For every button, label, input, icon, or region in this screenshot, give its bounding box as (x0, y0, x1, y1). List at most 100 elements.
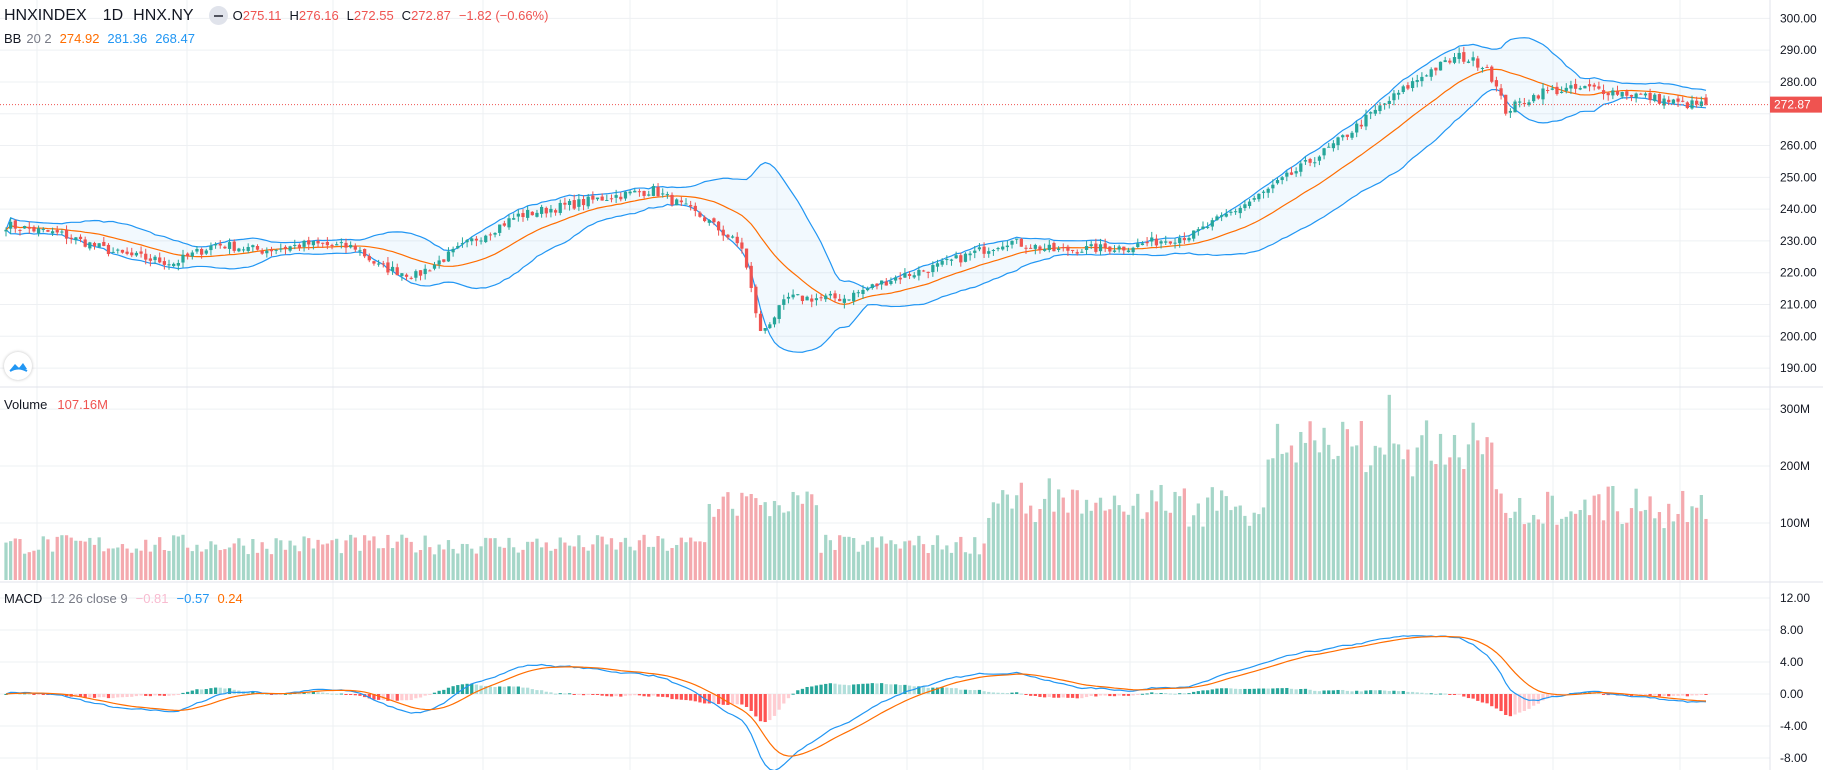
macd-hist-bar (1420, 692, 1424, 694)
volume-bar (1555, 524, 1559, 580)
candle-body (633, 190, 637, 193)
macd-hist-bar (581, 694, 586, 696)
macd-hist-bar (567, 693, 572, 695)
volume-bar (1266, 459, 1270, 580)
volume-bar (991, 502, 996, 580)
candle-body (418, 270, 423, 276)
candle-body (36, 228, 41, 234)
macd-hist-bar (204, 689, 208, 694)
volume-bar (856, 551, 860, 580)
candle-body (1299, 163, 1303, 172)
macd-histogram (4, 683, 1708, 723)
macd-hist-bar (1671, 694, 1676, 696)
volume-bar (1355, 445, 1359, 580)
candle-body (372, 261, 376, 264)
volume-bar (484, 537, 488, 580)
candle-body (1373, 109, 1377, 114)
macd-hist-bar (1396, 691, 1401, 694)
tradingview-cloud-icon[interactable] (4, 352, 32, 380)
candle-body (204, 250, 208, 254)
volume-bar (935, 535, 940, 580)
candle-body (670, 194, 674, 205)
candle-body (1471, 57, 1475, 61)
candle-body (400, 273, 404, 276)
symbol-name[interactable]: HNXINDEX (4, 6, 87, 24)
macd-hist-bar (302, 692, 306, 694)
macd-hist-bar (1355, 690, 1359, 694)
macd-hist-bar (1457, 694, 1461, 695)
candle-body (446, 251, 451, 262)
macd-hist-bar (661, 694, 665, 697)
candle-body (316, 240, 320, 244)
macd-hist-bar (912, 686, 916, 694)
macd-hist-bar (572, 694, 576, 695)
candle-body (1024, 247, 1028, 249)
volume-bar (69, 537, 73, 580)
bb-legend[interactable]: BB 20 2 274.92 281.36 268.47 (4, 31, 200, 46)
candle-body (437, 260, 441, 265)
macd-hist-bar (689, 694, 693, 701)
close-label: C (401, 8, 412, 23)
volume-bar (586, 550, 590, 580)
macd-hist-bar (982, 691, 986, 694)
volume-bar (418, 550, 423, 580)
candle-body (307, 240, 311, 245)
macd-legend[interactable]: MACD 12 26 close 9 −0.81 −0.57 0.24 (4, 591, 248, 606)
candle-body (889, 280, 893, 285)
candle-body (1546, 89, 1550, 91)
volume-bar (111, 548, 115, 580)
volume-bar (572, 546, 576, 580)
volume-bar (1005, 494, 1009, 580)
volume-bar (1657, 512, 1662, 580)
macd-hist-bar (1219, 688, 1224, 694)
candle-body (1504, 94, 1508, 114)
candle-body (1699, 101, 1703, 107)
candle-body (1681, 100, 1685, 102)
minus-icon[interactable] (208, 6, 228, 25)
volume-bar (861, 544, 865, 580)
volume-legend[interactable]: Volume 107.16M (4, 397, 113, 412)
macd-hist-bar (339, 693, 343, 695)
candle-body (912, 275, 916, 278)
macd-hist-bar (796, 690, 800, 694)
candle-body (1061, 247, 1065, 249)
macd-hist-bar (390, 694, 395, 701)
macd-hist-bar (1145, 693, 1149, 695)
volume-bar (591, 544, 595, 580)
macd-hist-bar (1685, 694, 1689, 697)
candle-body (130, 252, 134, 256)
macd-hist-bar (819, 684, 823, 694)
candle-body (23, 226, 27, 229)
macd-hist-bar (269, 694, 274, 695)
macd-hist-bar (349, 694, 353, 695)
macd-hist-bar (1350, 691, 1354, 694)
volume-bar (642, 534, 646, 580)
volume-bar (1341, 421, 1345, 580)
volume-bar (1448, 457, 1452, 580)
macd-hist-bar (153, 694, 157, 696)
volume-bar (786, 511, 791, 580)
candle-body (665, 194, 669, 196)
volume-bar (1601, 520, 1606, 580)
volume-bar (1424, 420, 1429, 580)
macd-hist-bar (1704, 694, 1708, 695)
macd-hist-bar (456, 685, 460, 694)
candles (4, 46, 1708, 334)
candle-body (195, 248, 199, 252)
interval-label[interactable]: 1D (102, 6, 124, 24)
macd-hist-bar (595, 694, 600, 695)
exchange-label: HNX.NY (133, 6, 194, 24)
volume-bar (78, 540, 83, 580)
candle-body (805, 296, 809, 301)
volume-bar (619, 542, 623, 580)
volume-bar (842, 536, 846, 580)
candle-body (754, 286, 758, 314)
candle-body (581, 199, 586, 206)
candle-body (1657, 94, 1662, 104)
macd-hist-bar (842, 684, 846, 694)
macd-name: MACD (4, 591, 43, 606)
macd-hist-bar (1280, 688, 1284, 694)
candle-body (1294, 171, 1298, 174)
candle-body (1443, 60, 1447, 63)
